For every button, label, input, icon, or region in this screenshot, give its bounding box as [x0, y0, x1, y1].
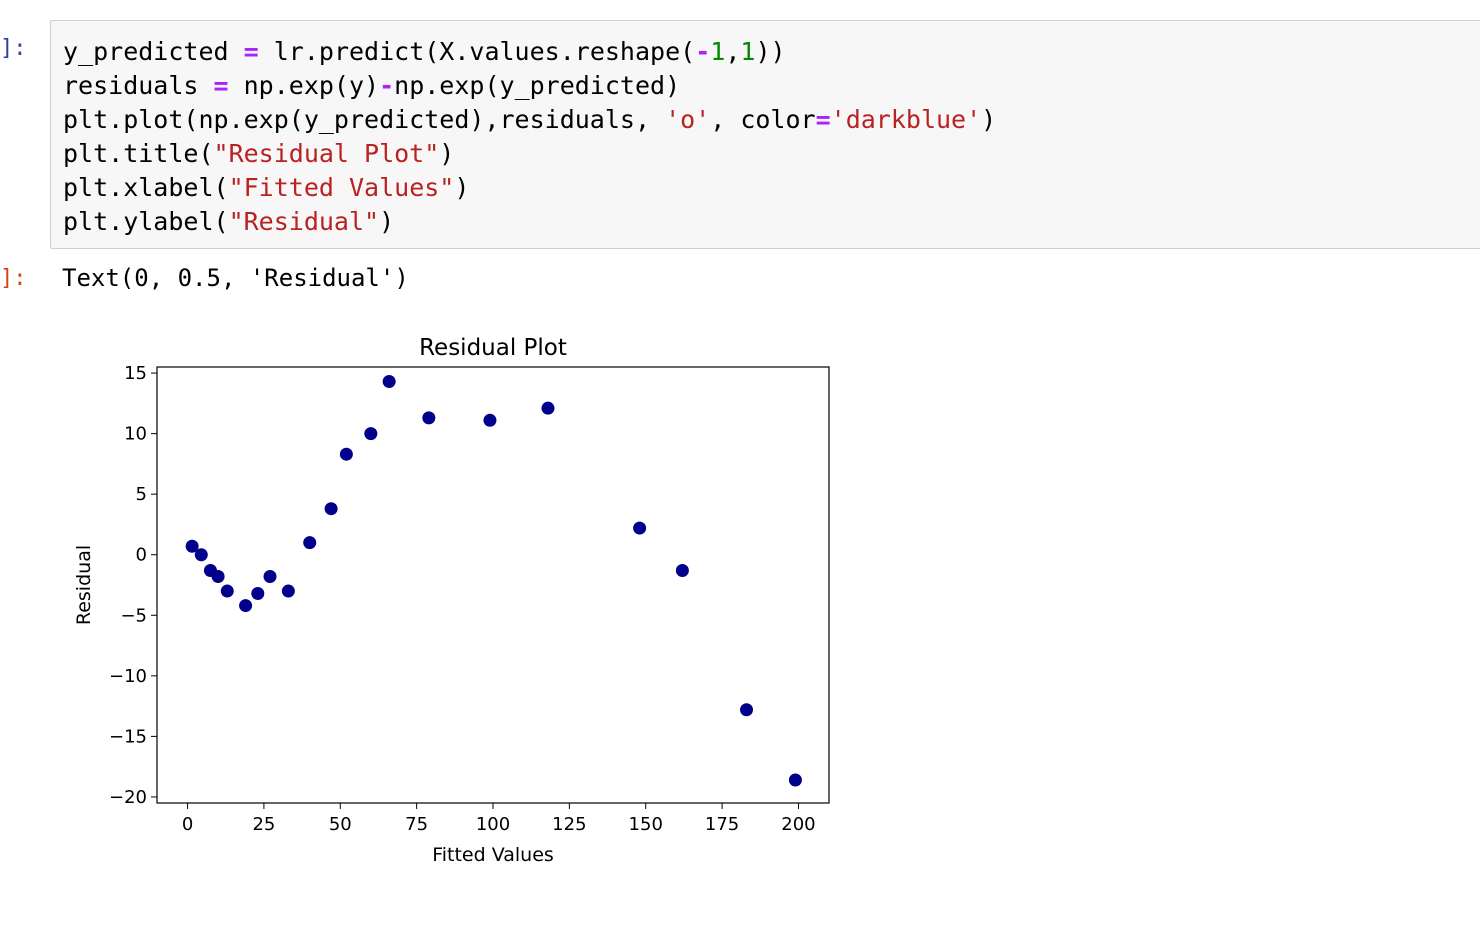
- y-tick-label: 5: [136, 484, 147, 505]
- y-tick-label: 15: [124, 363, 147, 384]
- data-point: [633, 521, 647, 535]
- data-point: [422, 411, 436, 425]
- data-point: [239, 599, 253, 613]
- data-point: [263, 570, 277, 584]
- x-tick-label: 0: [182, 814, 193, 835]
- code-token: np.exp(y): [228, 71, 380, 100]
- code-token: =: [815, 105, 831, 134]
- code-cell[interactable]: y_predicted = lr.predict(X.values.reshap…: [50, 20, 1480, 249]
- code-token: plt.xlabel(: [63, 173, 229, 202]
- y-tick-label: −5: [120, 605, 147, 626]
- code-token: ): [981, 105, 997, 134]
- x-tick-label: 25: [252, 814, 275, 835]
- y-tick-label: 10: [124, 424, 147, 445]
- code-token: residuals: [63, 71, 214, 100]
- data-point: [324, 502, 338, 516]
- code-token: 'o': [665, 105, 711, 134]
- y-axis-label: Residual: [73, 545, 95, 625]
- plot-area-frame: [156, 366, 830, 804]
- code-token: 'darkblue': [830, 105, 982, 134]
- x-tick-label: 150: [629, 814, 663, 835]
- code-line: plt.xlabel("Fitted Values"): [63, 171, 996, 205]
- code-token: y_predicted: [63, 37, 244, 66]
- code-token: "Fitted Values": [228, 173, 455, 202]
- data-point: [740, 703, 754, 717]
- code-token: , color: [710, 105, 816, 134]
- y-tick-label: −10: [109, 666, 147, 687]
- code-token: "Residual": [228, 207, 380, 236]
- chart-title: Residual Plot: [419, 335, 567, 361]
- data-point: [220, 584, 234, 598]
- x-tick-label: 200: [781, 814, 815, 835]
- x-tick-label: 100: [476, 814, 510, 835]
- residual-plot-figure: Residual Plot Fitted Values Residual 0 25…: [60, 320, 860, 900]
- code-token: =: [213, 71, 229, 100]
- data-point: [382, 375, 396, 389]
- code-token: plt.plot(np.exp(y_predicted),residuals,: [63, 105, 666, 134]
- data-point: [483, 413, 497, 427]
- data-points: [185, 375, 802, 787]
- code-token: -: [695, 37, 711, 66]
- code-token: "Residual Plot": [213, 139, 440, 168]
- code-token: 1: [710, 37, 726, 66]
- x-tick-label: 125: [552, 814, 586, 835]
- input-prompt: ]:: [0, 36, 27, 61]
- data-point: [788, 773, 802, 787]
- x-tick-label: 175: [705, 814, 739, 835]
- code-editor[interactable]: y_predicted = lr.predict(X.values.reshap…: [63, 35, 996, 239]
- code-token: ,: [725, 37, 741, 66]
- code-token: lr.predict(X.values.reshape(: [258, 37, 696, 66]
- data-point: [303, 536, 317, 550]
- code-token: plt.title(: [63, 139, 214, 168]
- output-text: Text(0, 0.5, 'Residual'): [62, 264, 409, 292]
- code-token: -: [379, 71, 395, 100]
- code-line: plt.ylabel("Residual"): [63, 205, 996, 239]
- code-token: np.exp(y_predicted): [394, 71, 681, 100]
- data-point: [364, 427, 378, 441]
- code-line: residuals = np.exp(y)-np.exp(y_predicted…: [63, 69, 996, 103]
- y-tick-label: 0: [136, 545, 147, 566]
- code-line: plt.plot(np.exp(y_predicted),residuals, …: [63, 103, 996, 137]
- data-point: [339, 447, 353, 461]
- data-point: [194, 548, 208, 562]
- code-line: y_predicted = lr.predict(X.values.reshap…: [63, 35, 996, 69]
- code-token: ): [454, 173, 470, 202]
- data-point: [211, 570, 225, 584]
- code-token: )): [755, 37, 786, 66]
- x-axis-label: Fitted Values: [432, 844, 554, 866]
- code-token: =: [243, 37, 259, 66]
- code-token: plt.ylabel(: [63, 207, 229, 236]
- output-prompt: ]:: [0, 266, 27, 291]
- code-token: ): [379, 207, 395, 236]
- x-tick-label: 75: [405, 814, 428, 835]
- data-point: [251, 586, 265, 600]
- data-point: [541, 401, 555, 415]
- data-point: [281, 584, 295, 598]
- scatter-chart: Residual Plot Fitted Values Residual 0 25…: [73, 335, 830, 866]
- data-point: [675, 563, 689, 577]
- y-tick-label: −20: [109, 787, 147, 808]
- y-tick-label: −15: [109, 726, 147, 747]
- x-tick-label: 50: [329, 814, 352, 835]
- data-point: [185, 539, 199, 553]
- code-token: ): [439, 139, 455, 168]
- code-token: 1: [740, 37, 756, 66]
- code-line: plt.title("Residual Plot"): [63, 137, 996, 171]
